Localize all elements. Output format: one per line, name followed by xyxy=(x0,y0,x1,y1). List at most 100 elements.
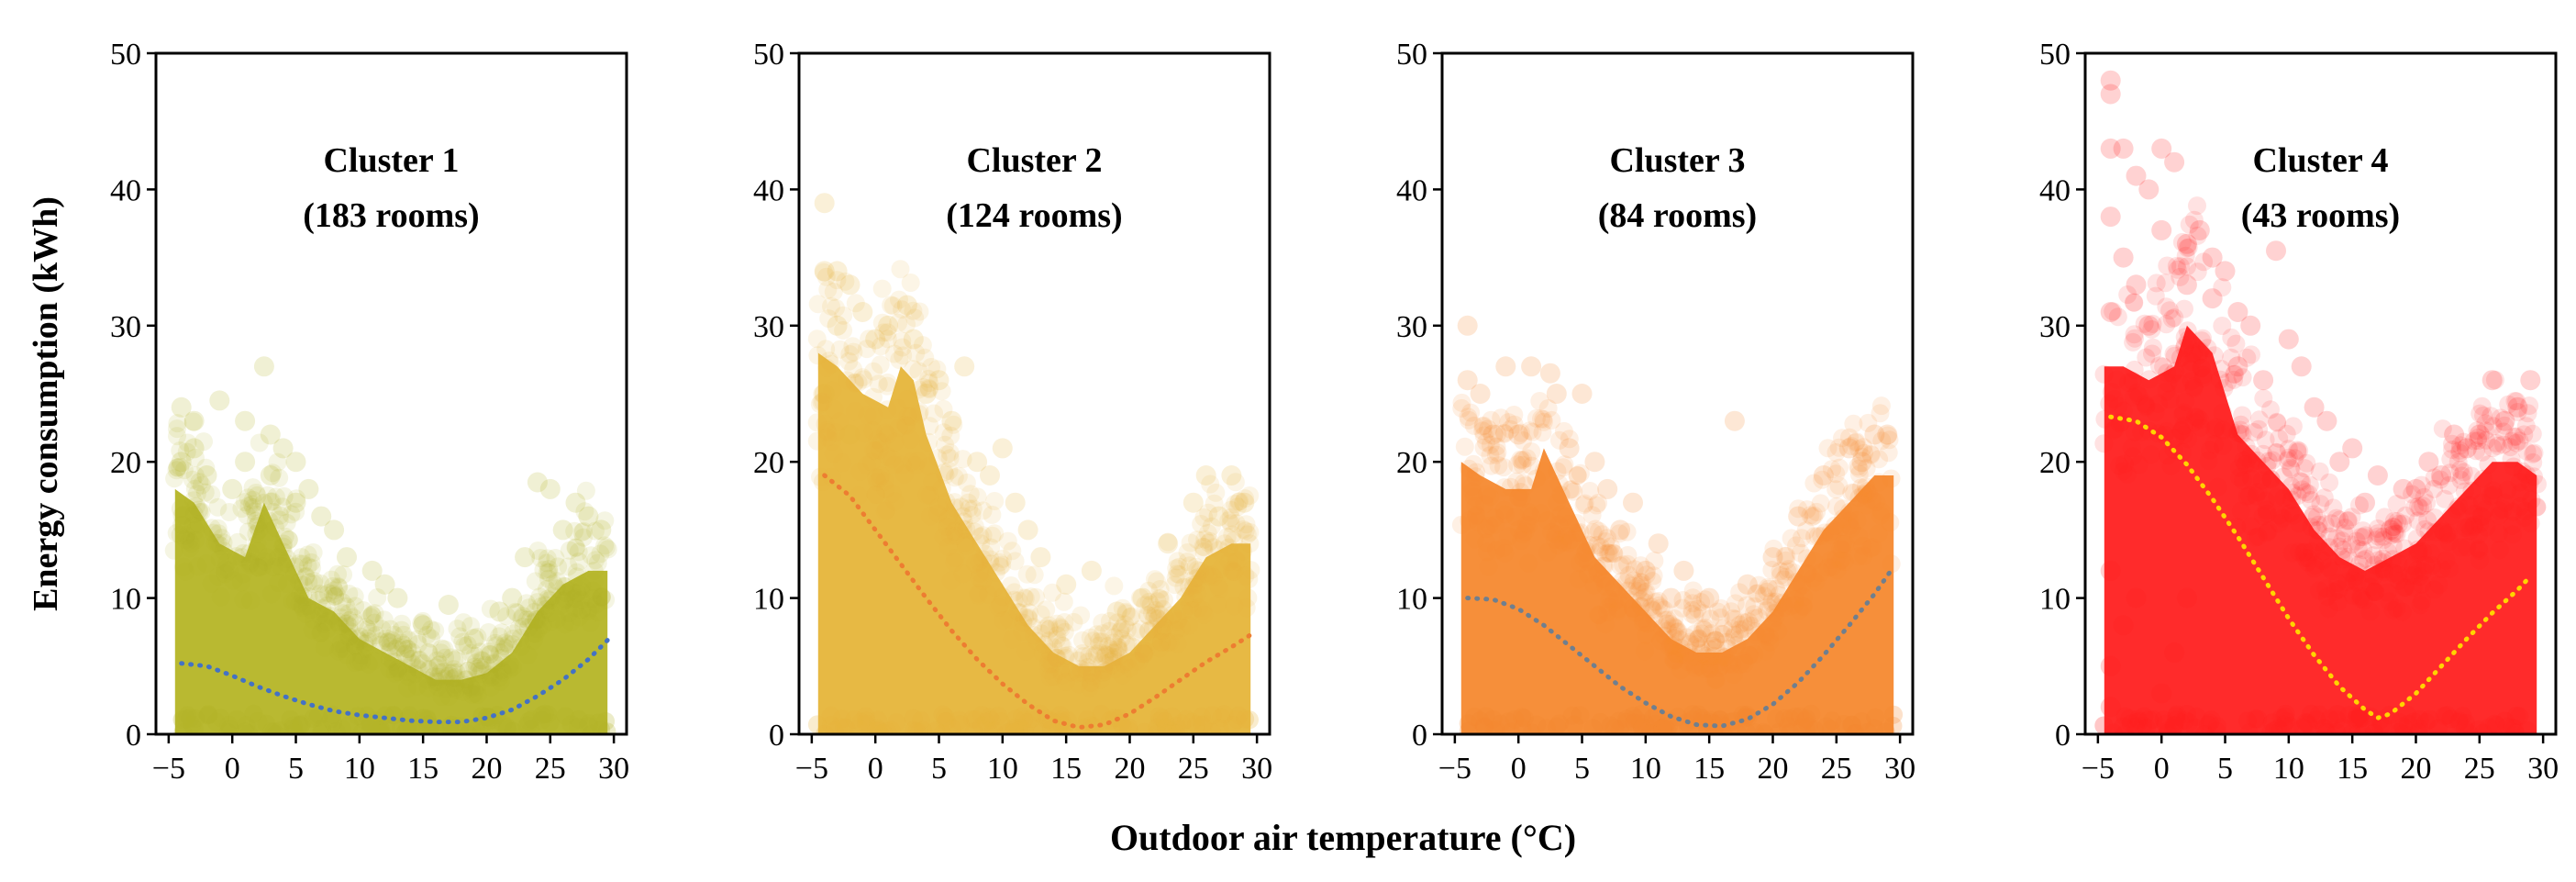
scatter-point xyxy=(1871,506,1890,525)
scatter-point xyxy=(1747,626,1766,645)
scatter-point xyxy=(1624,598,1643,618)
scatter-outlier-point xyxy=(878,315,899,336)
scatter-point xyxy=(1858,482,1877,501)
scatter-point xyxy=(1805,720,1825,734)
scatter-point xyxy=(909,362,928,381)
scatter-point xyxy=(933,705,952,724)
scatter-point xyxy=(2242,444,2261,463)
y-tick-label: 30 xyxy=(753,310,784,344)
scatter-point xyxy=(845,373,864,392)
scatter-point xyxy=(2470,551,2489,570)
scatter-point xyxy=(261,492,280,511)
scatter-point xyxy=(1499,527,1518,546)
scatter-point xyxy=(1706,631,1726,650)
x-tick-label: 25 xyxy=(1821,752,1852,786)
scatter-point xyxy=(1853,536,1872,555)
scatter-point xyxy=(1169,611,1188,631)
scatter-point xyxy=(410,650,429,669)
scatter-point xyxy=(1771,565,1790,585)
scatter-point xyxy=(1152,633,1171,652)
scatter-point xyxy=(2495,711,2515,731)
scatter-point xyxy=(1693,620,1713,639)
scatter-point xyxy=(240,543,260,563)
scatter-point xyxy=(2410,567,2429,586)
scatter-point xyxy=(333,593,352,612)
scatter-point xyxy=(2174,426,2193,444)
scatter-point xyxy=(459,661,478,680)
scatter-point xyxy=(932,382,951,401)
scatter-point xyxy=(1096,654,1116,673)
scatter-point xyxy=(287,489,306,508)
scatter-point xyxy=(1754,722,1773,734)
scatter-point xyxy=(503,635,522,653)
scatter-point xyxy=(227,547,246,566)
scatter-point xyxy=(586,551,605,570)
scatter-point xyxy=(1219,538,1238,557)
scatter-point xyxy=(467,718,486,734)
scatter-point xyxy=(1575,494,1594,513)
scatter-point xyxy=(582,546,601,565)
scatter-point xyxy=(2404,578,2423,597)
scatter-point xyxy=(395,645,415,664)
scatter-point xyxy=(518,645,538,664)
scatter-outlier-point xyxy=(916,384,937,404)
scatter-outlier-point xyxy=(1877,424,1898,445)
scatter-point xyxy=(1236,709,1255,729)
scatter-point xyxy=(1108,640,1127,659)
scatter-point xyxy=(1705,670,1725,689)
scatter-point xyxy=(1710,653,1728,672)
scatter-point xyxy=(1039,631,1059,650)
scatter-outlier-point xyxy=(1195,465,1216,486)
scatter-point xyxy=(1042,654,1061,674)
scatter-point xyxy=(180,531,199,551)
scatter-point xyxy=(989,597,1008,617)
scatter-point xyxy=(278,574,297,593)
y-tick-label: 30 xyxy=(2039,310,2071,344)
scatter-point xyxy=(405,664,424,684)
scatter-point xyxy=(1555,455,1574,474)
scatter-point xyxy=(2239,486,2259,505)
scatter-point xyxy=(1548,493,1567,512)
scatter-point xyxy=(1788,579,1807,598)
scatter-point xyxy=(239,488,258,508)
scatter-point xyxy=(1467,507,1486,526)
scatter-point xyxy=(946,526,965,545)
scatter-point xyxy=(1562,706,1582,725)
scatter-point xyxy=(285,592,305,610)
scatter-point xyxy=(532,710,551,730)
scatter-point xyxy=(882,720,901,734)
scatter-point xyxy=(1821,551,1840,569)
x-tick-label: 10 xyxy=(344,752,375,786)
scatter-point xyxy=(1882,554,1901,574)
scatter-point xyxy=(2364,546,2383,565)
scatter-point xyxy=(291,585,310,604)
scatter-point xyxy=(2313,551,2332,570)
scatter-point xyxy=(891,260,910,279)
panel-title: Cluster 1 xyxy=(323,141,459,180)
scatter-point xyxy=(1658,614,1676,633)
scatter-outlier-point xyxy=(814,261,835,282)
scatter-point xyxy=(592,587,611,607)
scatter-point xyxy=(1649,596,1669,615)
scatter-point xyxy=(339,628,359,647)
scatter-point xyxy=(1565,715,1584,734)
scatter-outlier-point xyxy=(196,465,217,486)
scatter-point xyxy=(210,550,229,568)
scatter-point xyxy=(1033,643,1052,663)
scatter-point xyxy=(1522,456,1541,475)
scatter-point xyxy=(247,524,266,543)
scatter-point xyxy=(1520,421,1539,441)
scatter-point xyxy=(1840,428,1859,447)
scatter-point xyxy=(539,569,558,588)
scatter-point xyxy=(245,502,264,521)
plot-frame xyxy=(154,51,628,736)
scatter-point xyxy=(2527,497,2547,517)
scatter-point xyxy=(2440,463,2459,483)
scatter-point xyxy=(878,447,897,466)
x-tick-label: 0 xyxy=(868,752,883,786)
scatter-point xyxy=(328,586,347,605)
scatter-point xyxy=(1769,621,1788,641)
scatter-point xyxy=(1120,659,1139,678)
scatter-point xyxy=(1827,464,1846,484)
scatter-point xyxy=(813,473,832,491)
